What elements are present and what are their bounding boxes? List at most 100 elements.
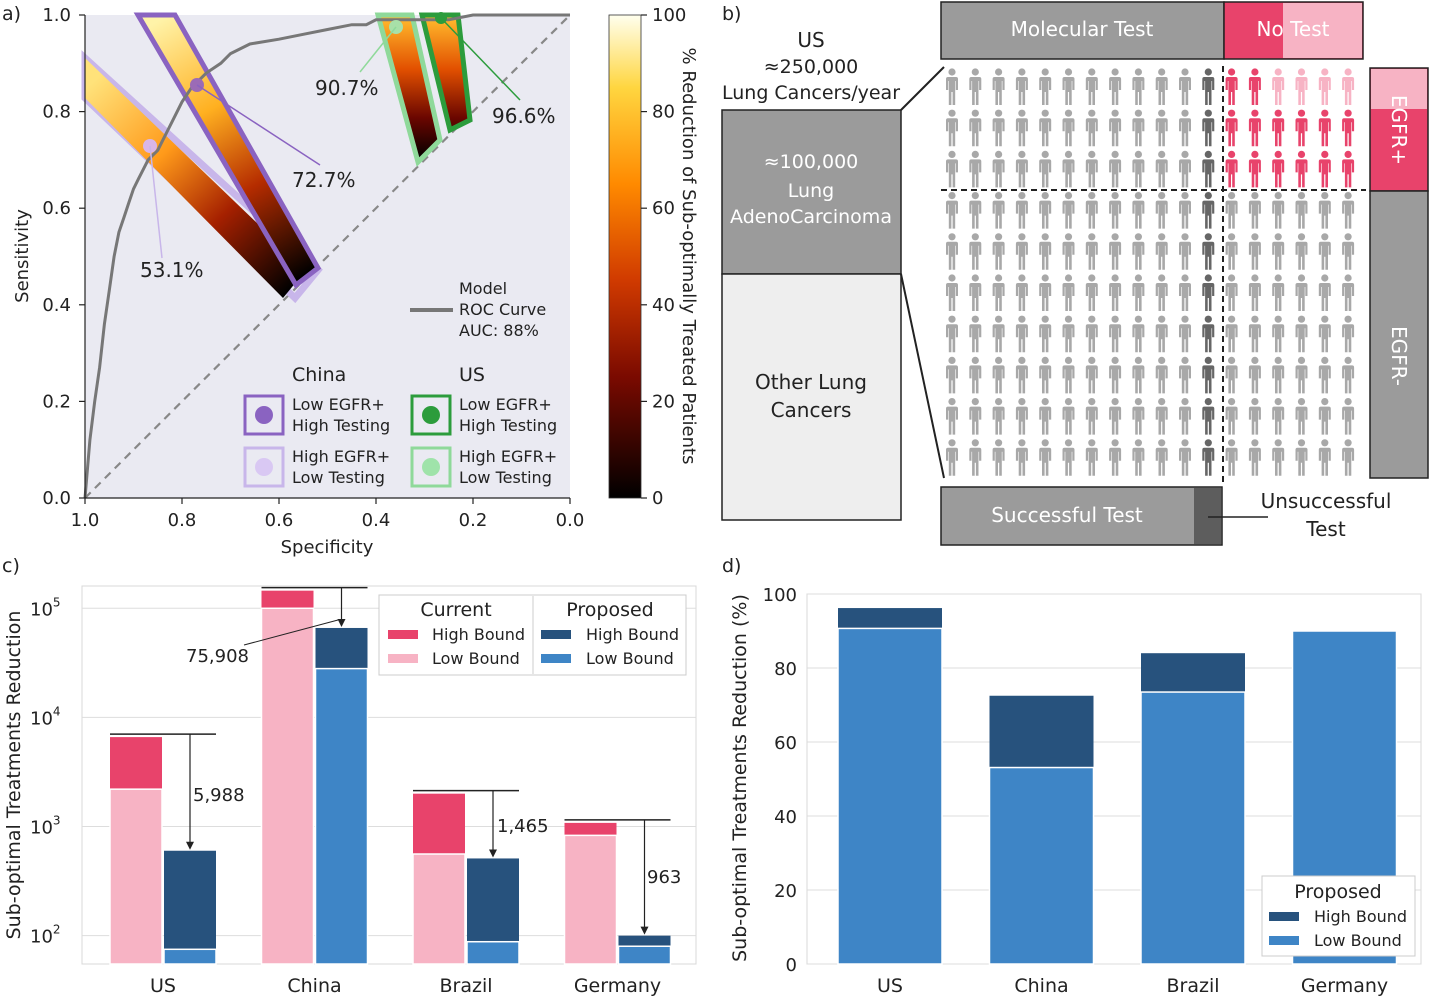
c-annotation-label: 1,465 — [497, 816, 549, 837]
c-x-ticks: US China Brazil Germany — [150, 975, 661, 997]
d-legend-low-swatch — [1269, 936, 1299, 945]
legend-china-high-swatch — [243, 446, 285, 488]
roc-y-tick-label: 0.0 — [42, 488, 71, 509]
panel-b: b) US ≈250,000 Lung Cancers/year ≈100,00… — [721, 1, 1429, 546]
person-icon — [969, 68, 982, 105]
c-annotation-arrowhead — [337, 618, 346, 627]
person-icon — [1225, 150, 1238, 188]
person-icon — [1015, 274, 1028, 311]
c-legend-proposed-low: Low Bound — [586, 649, 674, 668]
legend-china-high-1: High EGFR+ — [292, 447, 390, 466]
c-legend-proposed-high: High Bound — [586, 625, 679, 644]
d-y-ticks: 0 20 40 60 80 100 — [763, 585, 797, 976]
roc-xlabel: Specificity — [281, 537, 374, 558]
person-icon — [946, 233, 958, 270]
person-icon — [1155, 233, 1168, 270]
person-icon — [1225, 233, 1238, 270]
person-icon — [992, 109, 1005, 147]
person-icon — [1132, 356, 1145, 394]
no-test-label: No Test — [1257, 17, 1330, 41]
zoom-line-top — [900, 66, 945, 111]
person-icon — [1272, 233, 1285, 270]
c-bar-current-low — [563, 834, 618, 965]
successful-test-bar — [940, 486, 1223, 546]
person-icon — [1318, 150, 1331, 188]
egfr-pos-label: EGFR+ — [1387, 95, 1411, 165]
c-legend-current: Current — [420, 599, 491, 621]
adeno-line-2: Lung — [788, 180, 834, 202]
person-icon — [1342, 150, 1355, 188]
person-icon — [946, 439, 958, 476]
us-title: US — [797, 28, 824, 52]
person-icon — [1132, 109, 1145, 147]
person-icon — [1272, 192, 1285, 229]
person-icon — [1179, 439, 1191, 476]
person-icon — [1039, 439, 1052, 476]
d-legend-title: Proposed — [1294, 881, 1381, 903]
person-icon — [1225, 356, 1238, 394]
person-icon — [1295, 68, 1308, 105]
person-icon — [992, 356, 1005, 394]
person-icon — [1062, 274, 1075, 311]
person-icon — [1179, 315, 1191, 353]
c-legend-current-high: High Bound — [432, 625, 525, 644]
person-icon — [1109, 109, 1122, 147]
person-icon — [1132, 68, 1145, 105]
person-icon — [1318, 315, 1331, 353]
unsuccessful-line-1: Unsuccessful — [1261, 489, 1392, 513]
person-icon — [946, 192, 958, 229]
c-bar-current-low — [412, 853, 466, 965]
person-icon — [1109, 68, 1122, 105]
colorbar-tick-label: 0 — [652, 488, 663, 509]
person-icon — [1342, 439, 1355, 476]
colorbar — [608, 14, 642, 499]
person-icon — [1225, 68, 1238, 105]
d-legend-high-swatch — [1269, 912, 1299, 921]
person-icon — [1085, 356, 1098, 394]
person-icon — [1295, 356, 1308, 394]
legend-us-title: US — [459, 364, 485, 386]
person-icon — [1015, 398, 1028, 435]
person-icon — [1342, 233, 1355, 270]
panel-c-label: c) — [2, 555, 20, 577]
molecular-test-bar — [940, 1, 1225, 60]
d-ylabel: Sub-optimal Treatments Reduction (%) — [729, 594, 751, 962]
person-icon — [1318, 274, 1331, 311]
china-low-egfr-region — [133, 12, 322, 289]
person-icon — [1085, 109, 1098, 147]
person-icon — [969, 150, 982, 188]
person-icon — [1295, 398, 1308, 435]
us-count: ≈250,000 — [764, 56, 859, 78]
d-bars — [837, 608, 1398, 965]
person-icon — [1015, 439, 1028, 476]
roc-legend-model: Model — [459, 279, 507, 298]
panel-b-label: b) — [722, 3, 741, 25]
person-icon — [1015, 192, 1028, 229]
d-bar-low — [1140, 691, 1246, 965]
c-annotation-arrowhead — [640, 926, 649, 935]
legend-us-high-swatch — [410, 446, 452, 488]
legend-china-low-dot — [255, 406, 273, 424]
person-icon — [1225, 398, 1238, 435]
colorbar-tick-label: 100 — [652, 5, 686, 26]
roc-legend-auc: AUC: 88% — [459, 321, 539, 340]
person-icon — [1155, 192, 1168, 229]
legend-china-low-1: Low EGFR+ — [292, 395, 385, 414]
d-y-tick-label: 100 — [763, 585, 797, 606]
person-icon — [1342, 192, 1355, 229]
person-icon — [1225, 192, 1238, 229]
legend-china-high-2: Low Testing — [292, 468, 385, 487]
person-icon — [969, 109, 982, 147]
person-icon — [1342, 68, 1355, 105]
person-icon — [1109, 398, 1122, 435]
person-icon — [1039, 274, 1052, 311]
roc-y-tick-label: 0.4 — [42, 295, 71, 316]
person-icon — [969, 192, 982, 229]
person-icon — [946, 315, 958, 353]
person-icon — [1272, 274, 1285, 311]
roc-x-tick-label: 0.4 — [362, 510, 391, 531]
other-cancers-box — [721, 273, 902, 521]
person-icon — [1272, 398, 1285, 435]
c-bar-proposed-high — [164, 850, 216, 964]
